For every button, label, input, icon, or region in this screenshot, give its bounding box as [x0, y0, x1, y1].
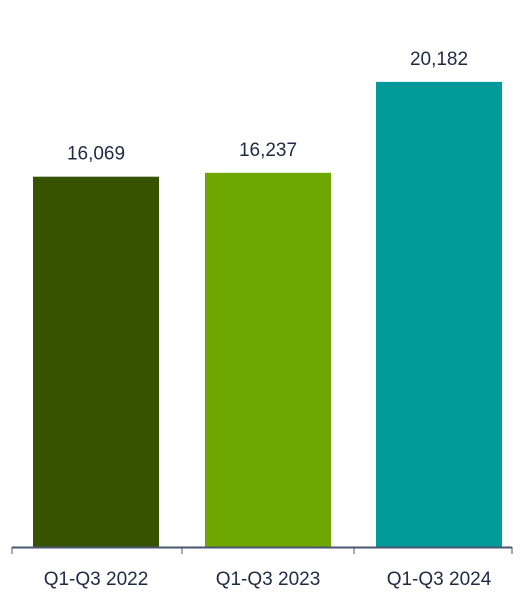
x-tick-label-1: Q1-Q3 2022: [44, 569, 149, 590]
data-label-3: 20,182: [410, 49, 468, 70]
bars-layer: [33, 81, 502, 547]
bar-1: [33, 176, 159, 547]
data-label-1: 16,069: [67, 144, 125, 165]
x-tick-label-3: Q1-Q3 2024: [387, 569, 492, 590]
bar-2: [205, 172, 331, 547]
bar-3: [376, 81, 502, 547]
labels-layer: 16,069 Q1-Q3 2022 16,237 Q1-Q3 2023 20,182 Q1…: [44, 49, 492, 590]
x-axis: [11, 546, 513, 554]
x-tick-label-2: Q1-Q3 2023: [216, 569, 321, 590]
data-label-2: 16,237: [239, 140, 297, 161]
